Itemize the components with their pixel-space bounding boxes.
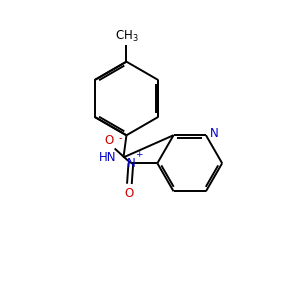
Text: HN: HN xyxy=(99,151,116,164)
Text: -: - xyxy=(118,133,122,143)
Text: N: N xyxy=(127,157,135,170)
Text: CH$_3$: CH$_3$ xyxy=(115,28,138,44)
Text: O: O xyxy=(125,187,134,200)
Text: +: + xyxy=(135,150,142,159)
Text: N: N xyxy=(210,127,219,140)
Text: O: O xyxy=(104,134,113,147)
